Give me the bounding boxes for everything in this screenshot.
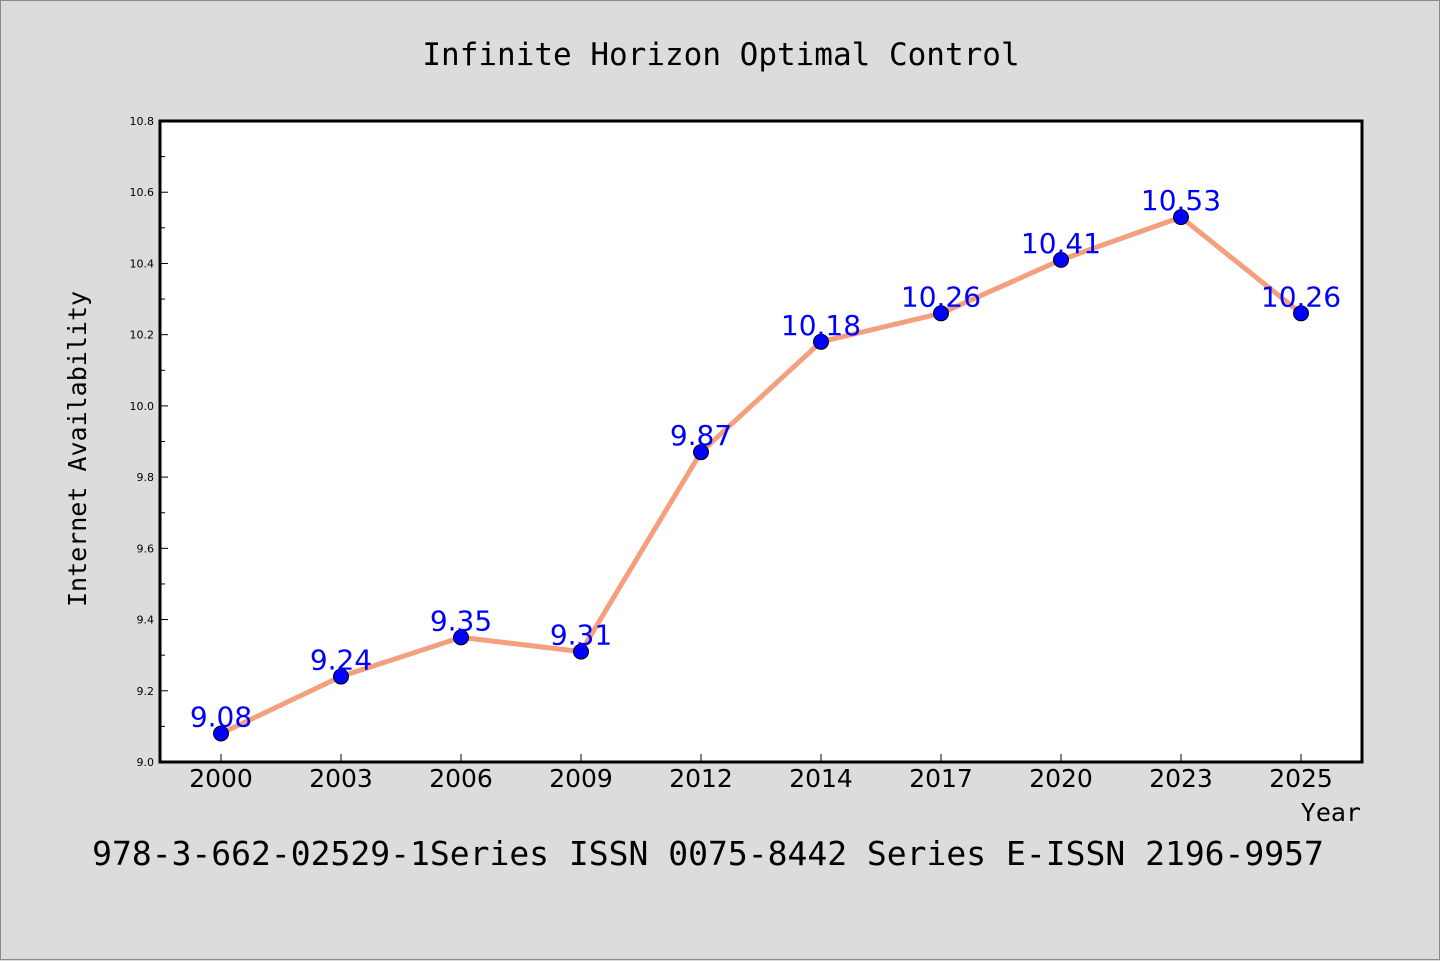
data-label: 9.87 (670, 419, 732, 452)
data-label: 9.31 (550, 619, 612, 652)
y-tick-label: 9.2 (137, 685, 155, 698)
y-tick-label: 9.4 (137, 614, 155, 627)
y-tick-label: 9.0 (137, 756, 155, 769)
series-line (218, 214, 1304, 737)
data-label: 9.35 (430, 604, 492, 637)
y-tick-label: 9.8 (137, 471, 155, 484)
data-point-marker (813, 333, 829, 350)
data-point-marker (333, 668, 349, 685)
y-tick-label: 10.8 (130, 115, 155, 128)
y-tick-label: 10.2 (130, 329, 155, 342)
data-label: 10.26 (901, 280, 981, 313)
series-layer (213, 209, 1309, 742)
y-tick-label: 9.6 (137, 542, 155, 555)
y-tick-label: 10.6 (130, 186, 155, 199)
data-label: 10.41 (1021, 227, 1101, 260)
data-label: 10.26 (1261, 280, 1341, 313)
data-point-marker (213, 725, 229, 742)
x-tick-label: 2014 (789, 764, 853, 793)
x-tick-label: 2023 (1149, 764, 1213, 793)
y-axis: 9.0 9.2 9.4 9.6 9.8 10.0 10.2 10.4 10.6 10.8 (130, 115, 168, 769)
data-point-marker (573, 643, 589, 660)
x-tick-label: 2020 (1029, 764, 1093, 793)
data-label: 9.24 (310, 644, 372, 677)
y-tick-label: 10.4 (130, 257, 155, 270)
data-label: 10.53 (1141, 184, 1221, 217)
data-point-marker (693, 444, 709, 461)
x-axis-title: Year (1301, 798, 1361, 827)
x-axis: 2000 2003 2006 2009 2012 2014 2017 2020 2023 2025 (189, 754, 1333, 793)
plot-area (158, 119, 1364, 764)
data-point-marker (933, 305, 949, 322)
data-label-layer: 9.08 9.24 9.35 9.31 9.87 10.18 10.26 10.41 10.53… (190, 184, 1341, 733)
data-point-marker (1293, 305, 1309, 322)
x-tick-label: 2003 (309, 764, 373, 793)
x-tick-label: 2006 (429, 764, 493, 793)
data-point-marker (1053, 251, 1069, 268)
y-tick-label: 10.0 (130, 400, 155, 413)
footer-isbn-text: 978-3-662-02529-1Series ISSN 0075-8442 S… (92, 834, 1324, 873)
x-tick-label: 2009 (549, 764, 613, 793)
data-point-marker (453, 629, 469, 646)
x-tick-label: 2017 (909, 764, 973, 793)
data-label: 10.18 (781, 309, 861, 342)
chart-title: Infinite Horizon Optimal Control (422, 37, 1019, 73)
x-tick-label: 2000 (189, 764, 253, 793)
x-tick-label: 2025 (1269, 764, 1333, 793)
data-label: 9.08 (190, 701, 252, 734)
y-axis-title: Internet Availability (63, 291, 92, 607)
data-point-marker (1173, 209, 1189, 226)
x-tick-label: 2012 (669, 764, 733, 793)
